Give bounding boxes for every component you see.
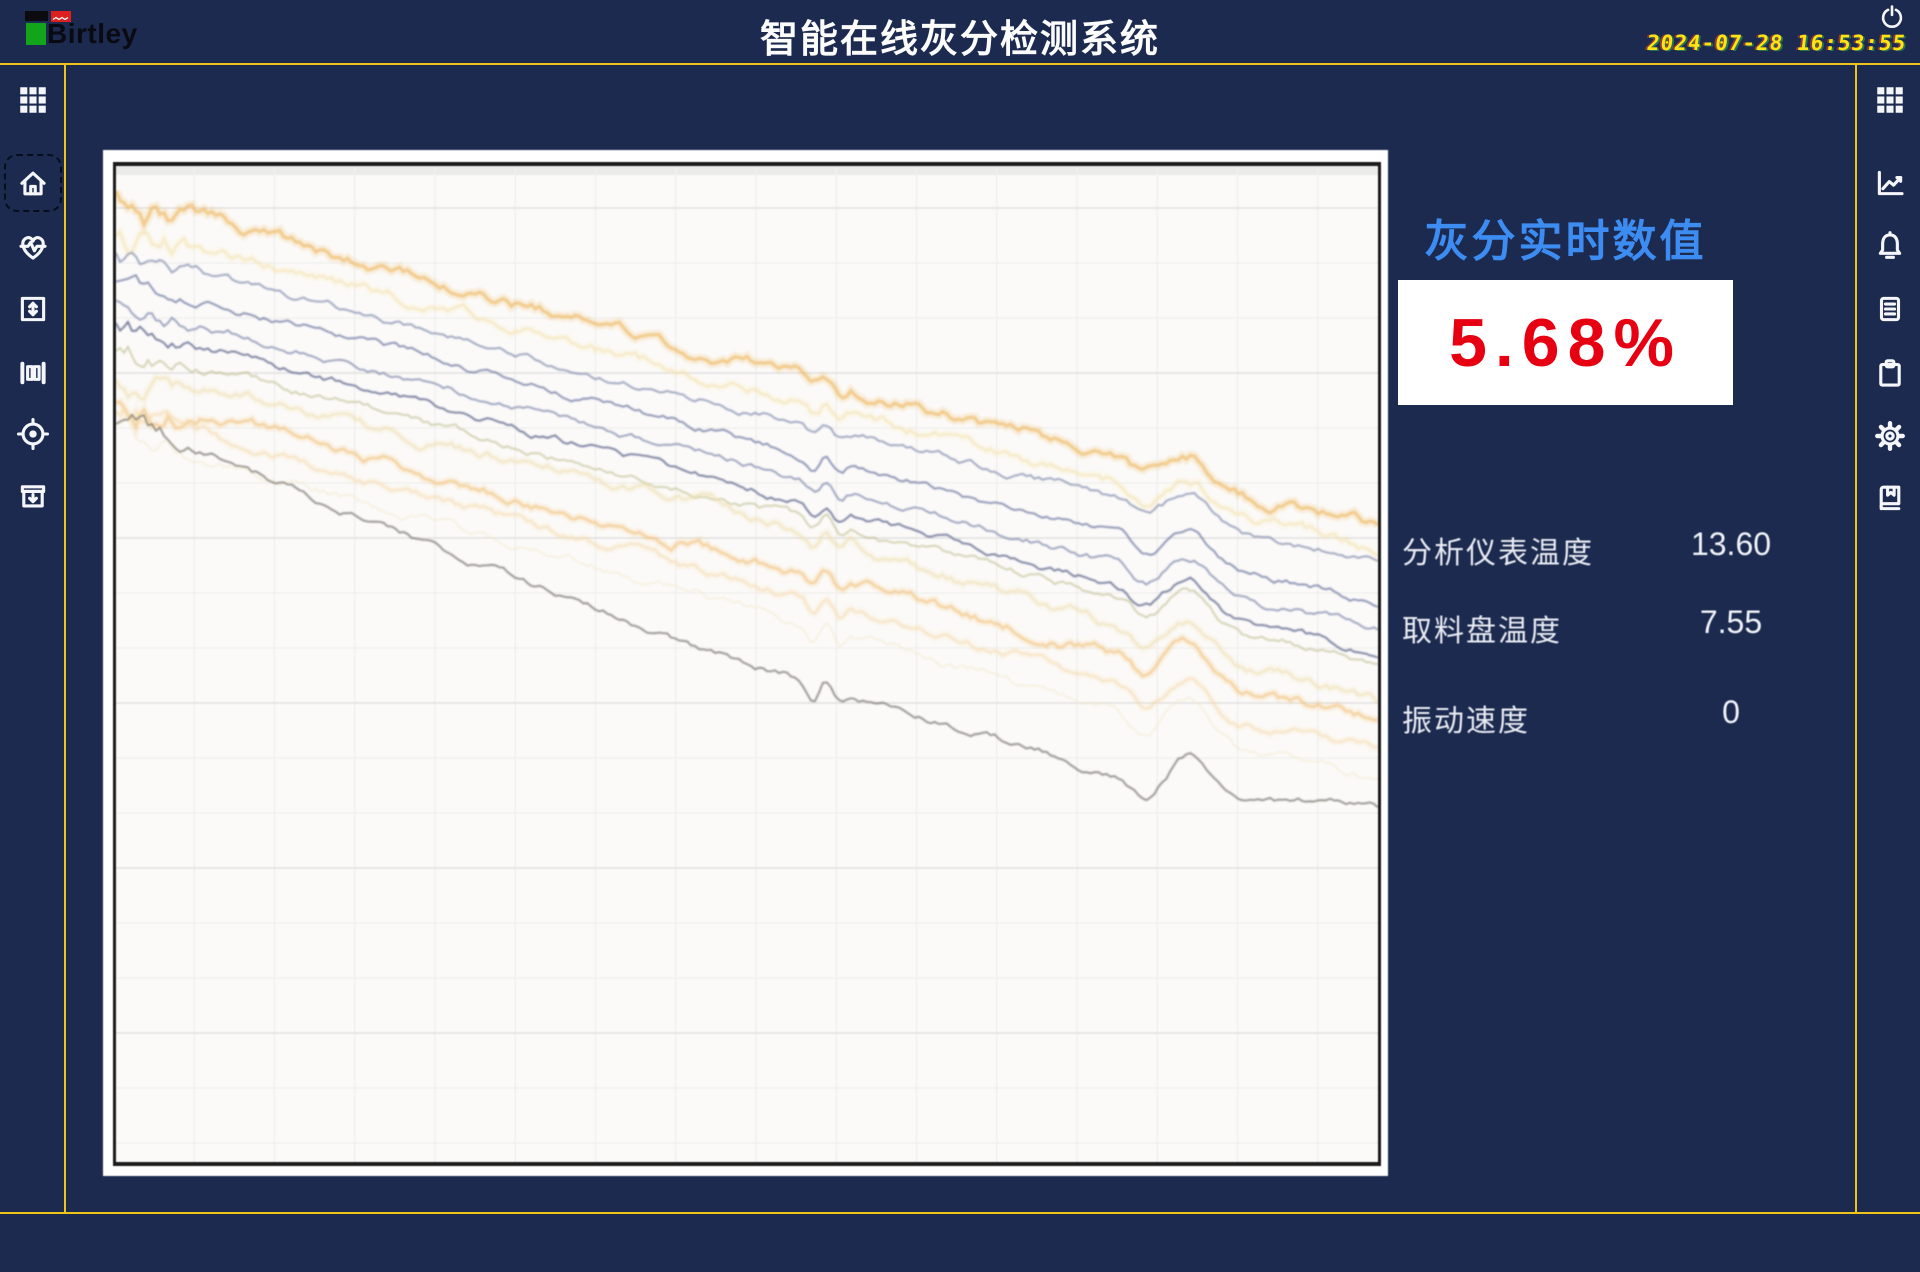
sidebar-item-menu-grid-right[interactable]: [1871, 81, 1909, 119]
sidebar-item-alarms[interactable]: [1871, 227, 1909, 265]
sidebar-item-columns[interactable]: [14, 354, 52, 392]
sidebar-item-reports[interactable]: [1871, 290, 1909, 328]
ash-value: 5.68%: [1449, 304, 1682, 381]
ash-value-box: 5.68%: [1398, 280, 1733, 405]
metric-label: 振动速度: [1402, 705, 1530, 738]
target-icon: [16, 417, 50, 451]
realtime-ash-heading: 灰分实时数值: [1424, 217, 1707, 266]
book-icon: [1879, 485, 1901, 511]
grid-icon: [1877, 87, 1903, 113]
metric-value: 0: [1722, 694, 1740, 730]
sidebar-item-target[interactable]: [14, 415, 52, 453]
divider-bottom: [0, 1212, 1920, 1214]
metric-value: 13.60: [1690, 526, 1772, 562]
metric-label: 分析仪表温度: [1402, 537, 1594, 570]
archive-down-icon: [20, 485, 46, 508]
trend-chart-icon: [1877, 170, 1904, 196]
sidebar-item-manual[interactable]: [1871, 479, 1909, 517]
page-title: 智能在线灰分检测系统: [759, 19, 1160, 61]
bell-icon: [1878, 231, 1902, 259]
clipboard-icon: [1879, 359, 1901, 387]
brand-logo: Birtley: [18, 6, 178, 56]
header-bar: Birtley 智能在线灰分检测系统 2024-07-28 16:53:55: [0, 0, 1920, 63]
sidebar-item-trend[interactable]: [1871, 164, 1909, 202]
chart-frame: [113, 162, 1381, 1166]
chart-series: [116, 189, 1378, 809]
document-icon: [1879, 296, 1901, 322]
heart-pulse-icon: [19, 236, 47, 260]
power-icon: [1881, 5, 1903, 29]
divider-right-sidebar: [1855, 63, 1857, 1212]
metric-tray-temp: 取料盘温度 7.55: [1402, 604, 1802, 648]
logo-wave-icon: [52, 16, 69, 21]
divider-left-sidebar: [64, 63, 66, 1212]
sidebar-item-tasks[interactable]: [1871, 354, 1909, 392]
logo-red-wave: [51, 11, 71, 22]
metric-vibration-speed: 振动速度 0: [1402, 694, 1802, 738]
vertical-range-icon: [20, 296, 46, 322]
sidebar-item-settings[interactable]: [1871, 417, 1909, 455]
power-button[interactable]: [1879, 4, 1905, 30]
logo-green-block: [26, 23, 46, 45]
sidebar-item-vertical-range[interactable]: [14, 290, 52, 328]
sidebar-item-health-monitor[interactable]: [14, 227, 52, 265]
grid-icon: [20, 87, 46, 113]
gear-icon: [1875, 421, 1905, 451]
brand-name: Birtley: [47, 18, 138, 49]
divider-top: [0, 63, 1920, 65]
metric-label: 取料盘温度: [1402, 615, 1562, 648]
logo-black-bar: [25, 11, 48, 21]
columns-icon: [20, 361, 46, 385]
ash-trend-chart: [116, 166, 1378, 1162]
ash-trend-photo: [103, 150, 1388, 1176]
datetime-display: 2024-07-28 16:53:55: [1645, 31, 1908, 55]
home-icon: [20, 171, 46, 196]
metric-analyzer-temp: 分析仪表温度 13.60: [1402, 526, 1802, 570]
chart-top-shade: [116, 166, 1378, 175]
metric-value: 7.55: [1699, 604, 1763, 640]
sidebar-item-menu-grid[interactable]: [14, 81, 52, 119]
sidebar-item-home[interactable]: [4, 154, 62, 212]
sidebar-item-archive[interactable]: [14, 477, 52, 515]
